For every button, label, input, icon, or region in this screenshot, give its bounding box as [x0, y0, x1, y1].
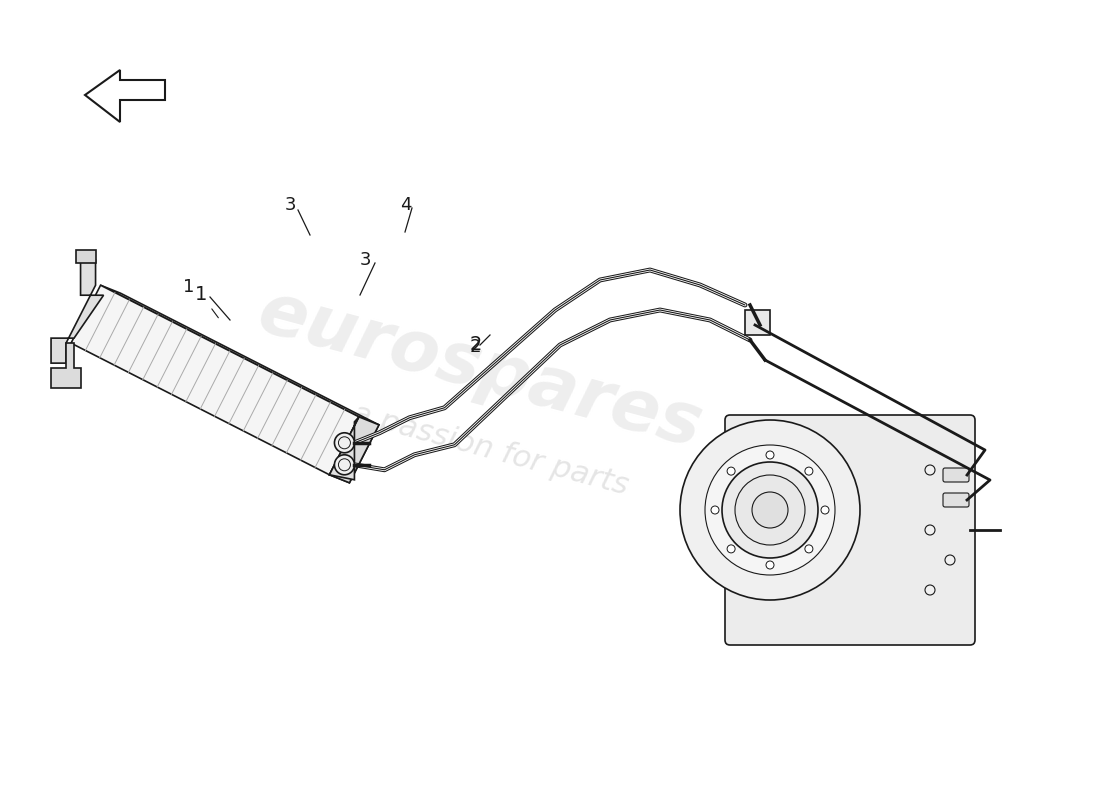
Circle shape: [334, 454, 354, 474]
Text: 4: 4: [400, 196, 411, 214]
Circle shape: [752, 492, 788, 528]
Circle shape: [680, 420, 860, 600]
Polygon shape: [329, 417, 379, 482]
Circle shape: [821, 506, 829, 514]
Polygon shape: [745, 310, 770, 335]
Circle shape: [727, 545, 735, 553]
Circle shape: [336, 456, 353, 474]
FancyBboxPatch shape: [943, 468, 969, 482]
Text: 3: 3: [285, 196, 297, 214]
Text: eurospares: eurospares: [251, 278, 710, 462]
Text: 1: 1: [195, 285, 219, 318]
Text: 3: 3: [360, 251, 372, 269]
Circle shape: [945, 555, 955, 565]
FancyBboxPatch shape: [943, 493, 969, 507]
Circle shape: [727, 467, 735, 475]
Polygon shape: [329, 417, 359, 480]
Polygon shape: [51, 343, 81, 388]
Circle shape: [711, 506, 719, 514]
Polygon shape: [51, 260, 103, 363]
FancyBboxPatch shape: [725, 415, 975, 645]
Text: 2: 2: [470, 335, 483, 354]
Text: 1: 1: [183, 278, 195, 296]
Circle shape: [925, 525, 935, 535]
Circle shape: [945, 495, 955, 505]
Circle shape: [925, 585, 935, 595]
Text: a passion for parts: a passion for parts: [349, 399, 631, 501]
Circle shape: [805, 467, 813, 475]
Circle shape: [925, 465, 935, 475]
Polygon shape: [100, 286, 380, 425]
Circle shape: [766, 561, 774, 569]
Polygon shape: [85, 70, 165, 122]
Polygon shape: [72, 286, 359, 474]
Circle shape: [705, 445, 835, 575]
Circle shape: [766, 451, 774, 459]
Circle shape: [334, 433, 354, 453]
Circle shape: [805, 545, 813, 553]
Text: 2: 2: [470, 338, 482, 356]
Circle shape: [735, 475, 805, 545]
Circle shape: [722, 462, 818, 558]
Polygon shape: [76, 250, 96, 263]
Polygon shape: [329, 417, 379, 482]
Circle shape: [336, 434, 353, 452]
